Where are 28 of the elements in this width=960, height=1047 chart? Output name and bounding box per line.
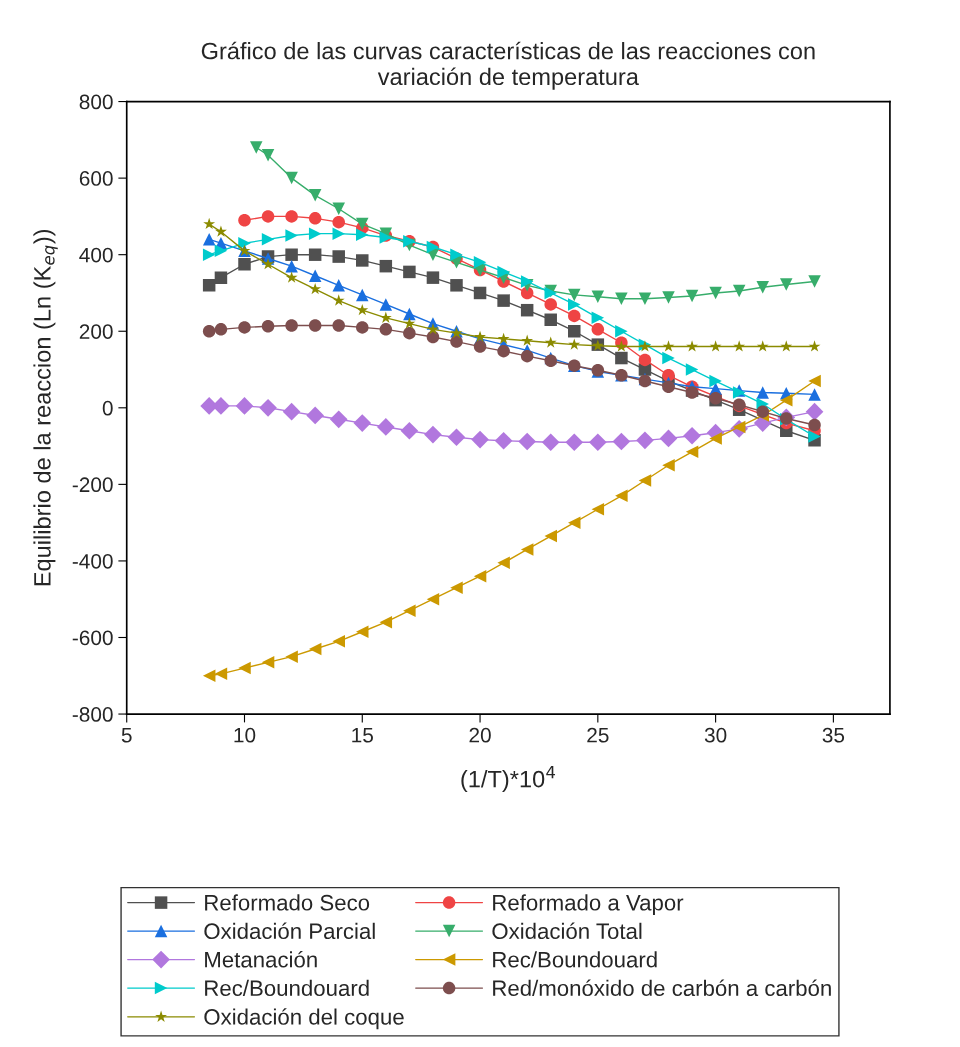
legend-label: Rec/Boundouard: [493, 951, 657, 968]
y-tick-label: -400: [72, 553, 113, 569]
legend-label: Rec/Boundouard: [205, 979, 369, 997]
x-tick-label: 10: [234, 727, 256, 743]
legend-label: Reformado a Vapor: [493, 894, 684, 915]
legend-label: Metanación: [205, 951, 317, 968]
x-tick-label: 30: [704, 727, 727, 743]
y-tick-label: 600: [79, 171, 113, 186]
x-tick-label: 25: [587, 727, 609, 743]
y-tick-label: 0: [102, 400, 113, 416]
legend-label: Oxidación del coque: [204, 1008, 404, 1030]
legend-label: Oxidación Total: [492, 922, 642, 940]
y-tick-label: 800: [79, 94, 113, 110]
x-tick-label: 15: [352, 728, 373, 743]
legend-label: Oxidación Parcial: [204, 922, 375, 940]
chart-title: Gráfico de las curvas características de las reacciones con variación de temperatura: [201, 41, 815, 90]
y-axis-title: Equilibrio de la reaccion (Ln (K$_{eq}$)): [33, 229, 58, 586]
y-tick-label: 400: [79, 247, 113, 263]
x-tick-label: 5: [121, 728, 132, 743]
y-tick-label: 200: [79, 324, 113, 339]
y-tick-label: -600: [72, 630, 113, 646]
legend-label: Reformado Seco: [205, 894, 370, 911]
x-axis-title: (1/T)*10$^{4}$: [461, 766, 556, 793]
x-tick-label: 35: [822, 727, 845, 743]
y-tick-label: -200: [72, 477, 113, 493]
legend-label: Red/monóxido de carbón a carbón: [493, 979, 831, 997]
x-tick-label: 20: [469, 727, 491, 743]
y-tick-label: -800: [72, 707, 113, 722]
